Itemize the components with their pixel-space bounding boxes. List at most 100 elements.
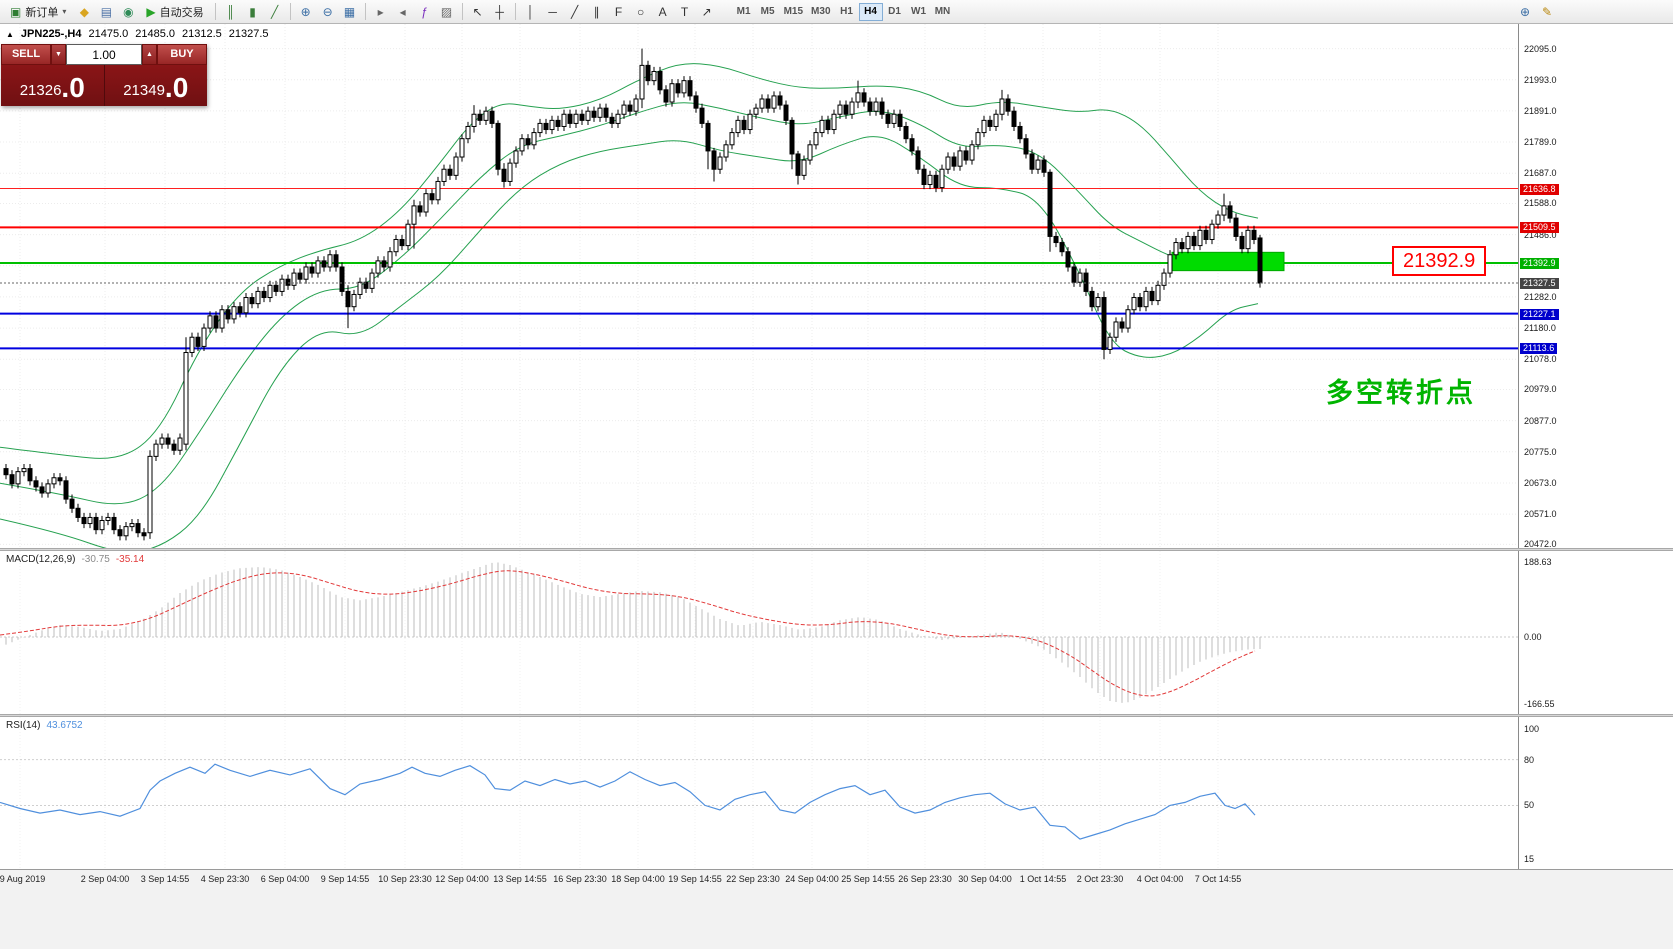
toolbar-button-crosshair[interactable]: ┼	[489, 2, 511, 22]
line-price-badge: 21392.9	[1520, 258, 1559, 269]
candles-layer	[3, 48, 1263, 541]
toolbar-button-auto-scroll[interactable]: ▸	[370, 2, 392, 22]
toolbar-button-indicators[interactable]: ƒ	[414, 2, 436, 22]
timeframe-button-m5[interactable]: M5	[756, 3, 780, 21]
timeframe-button-m15[interactable]: M15	[780, 3, 807, 21]
toolbar-separator	[514, 3, 516, 20]
toolbar-button-fibonacci[interactable]: F	[608, 2, 630, 22]
toolbar-button-horizontal-line[interactable]: ─	[542, 2, 564, 22]
timeframe-button-m1[interactable]: M1	[732, 3, 756, 21]
toolbar-button-zoom-in[interactable]: ⊕	[295, 2, 317, 22]
timeframe-button-m30[interactable]: M30	[807, 3, 834, 21]
arrows-icon: ↗	[701, 4, 712, 19]
toolbar-button-market-watch[interactable]: ▤	[95, 2, 117, 22]
toolbar-button-chart-candles[interactable]: ▮	[242, 2, 264, 22]
toolbar-button-chart-line[interactable]: ╱	[264, 2, 286, 22]
crosshair-icon: ┼	[495, 4, 504, 19]
timeframe-button-d1[interactable]: D1	[883, 3, 907, 21]
ohlc-close: 21327.5	[228, 28, 269, 40]
rsi-label: RSI(14) 43.6752	[6, 720, 83, 731]
volume-decrease-button[interactable]: ▼	[51, 44, 66, 65]
channel-icon: ∥	[593, 4, 600, 19]
macd-panel[interactable]	[0, 551, 1518, 714]
toolbar-button-tile-windows[interactable]: ▦	[339, 2, 361, 22]
sell-price-main: 21326	[19, 82, 62, 99]
price-tick: 21180.0	[1524, 323, 1556, 333]
quick-search-icon: ⊕	[1519, 4, 1531, 19]
buy-price-main: 21349	[123, 82, 165, 99]
toolbar-button-chart-bars[interactable]: ║	[220, 2, 242, 22]
vertical-line-icon: │	[526, 4, 535, 19]
templates-icon: ▨	[440, 4, 453, 19]
tile-windows-icon: ▦	[343, 4, 356, 19]
toolbar-button-navigator[interactable]: ◉	[117, 2, 139, 22]
toolbar-button-quick-search[interactable]: ⊕	[1514, 2, 1536, 22]
bollinger-bands	[0, 63, 1259, 548]
timeframe-button-h1[interactable]: H1	[835, 3, 859, 21]
line-price-badge: 21113.6	[1520, 343, 1558, 354]
price-tick: 21078.0	[1524, 354, 1557, 364]
time-axis[interactable]: 29 Aug 2019 2 Sep 04:00 3 Sep 14:55 4 Sep 2…	[0, 869, 1673, 949]
price-tick: 20472.0	[1524, 539, 1557, 549]
toolbar-button-trendline[interactable]: ╱	[564, 2, 586, 22]
text-label-icon: T	[680, 4, 689, 19]
toolbar-button-new-order[interactable]: ▣ 新订单 ▾	[3, 2, 73, 22]
trade-panel-prices: 21326.0 21349.0	[1, 65, 207, 106]
toolbar-button-auto-trading[interactable]: ▶ 自动交易	[139, 2, 210, 22]
line-price-badge: 21227.1	[1520, 309, 1559, 320]
toolbar-button-cursor[interactable]: ↖	[467, 2, 489, 22]
zoom-in-icon: ⊕	[300, 4, 311, 19]
timeframe-button-mn[interactable]: MN	[931, 3, 955, 21]
macd-tick: 0.00	[1524, 632, 1542, 642]
time-tick: 13 Sep 14:55	[493, 874, 547, 884]
toolbar-button-chart-profiles[interactable]: ◆	[73, 2, 95, 22]
time-tick: 24 Sep 04:00	[785, 874, 839, 884]
volume-increase-button[interactable]: ▲	[142, 44, 157, 65]
quick-edit-icon: ✎	[1541, 4, 1553, 19]
volume-input[interactable]: 1.00	[66, 44, 142, 65]
toolbar-button-vertical-line[interactable]: │	[520, 2, 542, 22]
rsi-tick: 50	[1524, 800, 1535, 810]
price-scale[interactable]: 22095.0 21993.0 21891.0 21789.0 21687.0 21588…	[1518, 24, 1673, 869]
horizontal-line-icon: ─	[548, 4, 557, 19]
sell-price-frac: .0	[61, 72, 85, 103]
time-tick: 4 Sep 23:30	[200, 874, 250, 884]
toolbar-separator	[289, 3, 291, 20]
buy-button[interactable]: BUY	[157, 44, 207, 65]
panel-separator[interactable]	[0, 714, 1673, 717]
toolbar-button-shapes[interactable]: ○	[630, 2, 652, 22]
chart-caret-icon: ▲	[6, 30, 14, 39]
fibonacci-icon: F	[614, 4, 623, 19]
time-tick: 6 Sep 04:00	[260, 874, 310, 884]
time-tick: 29 Aug 2019	[0, 874, 46, 884]
time-tick: 3 Sep 14:55	[140, 874, 190, 884]
timeframe-button-h4[interactable]: H4	[858, 2, 883, 21]
toolbar-button-arrows[interactable]: ↗	[696, 2, 718, 22]
text-icon: A	[658, 4, 667, 19]
rsi-line	[0, 763, 1256, 840]
price-tick: 21588.0	[1524, 198, 1557, 208]
toolbar-button-channel[interactable]: ∥	[586, 2, 608, 22]
auto-scroll-icon: ▸	[377, 4, 384, 19]
panel-separator[interactable]	[0, 548, 1673, 551]
rsi-panel[interactable]	[0, 717, 1518, 869]
macd-value-signal: -35.14	[115, 554, 145, 565]
toolbar-button-label: 新订单	[25, 6, 59, 19]
toolbar-button-chart-shift[interactable]: ◂	[392, 2, 414, 22]
sell-button[interactable]: SELL	[1, 44, 51, 65]
toolbar-button-templates[interactable]: ▨	[436, 2, 458, 22]
auto-trading-icon: ▶	[146, 4, 156, 19]
main-chart[interactable]	[0, 24, 1518, 548]
toolbar-button-quick-edit[interactable]: ✎	[1536, 2, 1558, 22]
toolbar: ▣ 新订单 ▾ ◆ ▤ ◉ ▶ 自动交易 ║ ▮ ╱ ⊕ ⊖ ▦ ▸ ◂ ƒ ▨ ↖ ┼ │ ─ ╱ ∥ F ○ A T ↗ M1 M5 M…	[0, 0, 1673, 24]
chart-workspace: ▲ JPN225-,H4 21475.0 21485.0 21312.5 213…	[0, 24, 1673, 949]
toolbar-right: ⊕ ✎	[1514, 2, 1558, 22]
rsi-name: RSI(14)	[6, 720, 41, 731]
timeframe-button-w1[interactable]: W1	[907, 3, 931, 21]
toolbar-button-text-label[interactable]: T	[674, 2, 696, 22]
toolbar-button-zoom-out[interactable]: ⊖	[317, 2, 339, 22]
buy-price[interactable]: 21349.0	[105, 65, 208, 106]
sell-price[interactable]: 21326.0	[1, 65, 105, 106]
toolbar-button-text[interactable]: A	[652, 2, 674, 22]
ohlc-low: 21312.5	[182, 28, 222, 40]
